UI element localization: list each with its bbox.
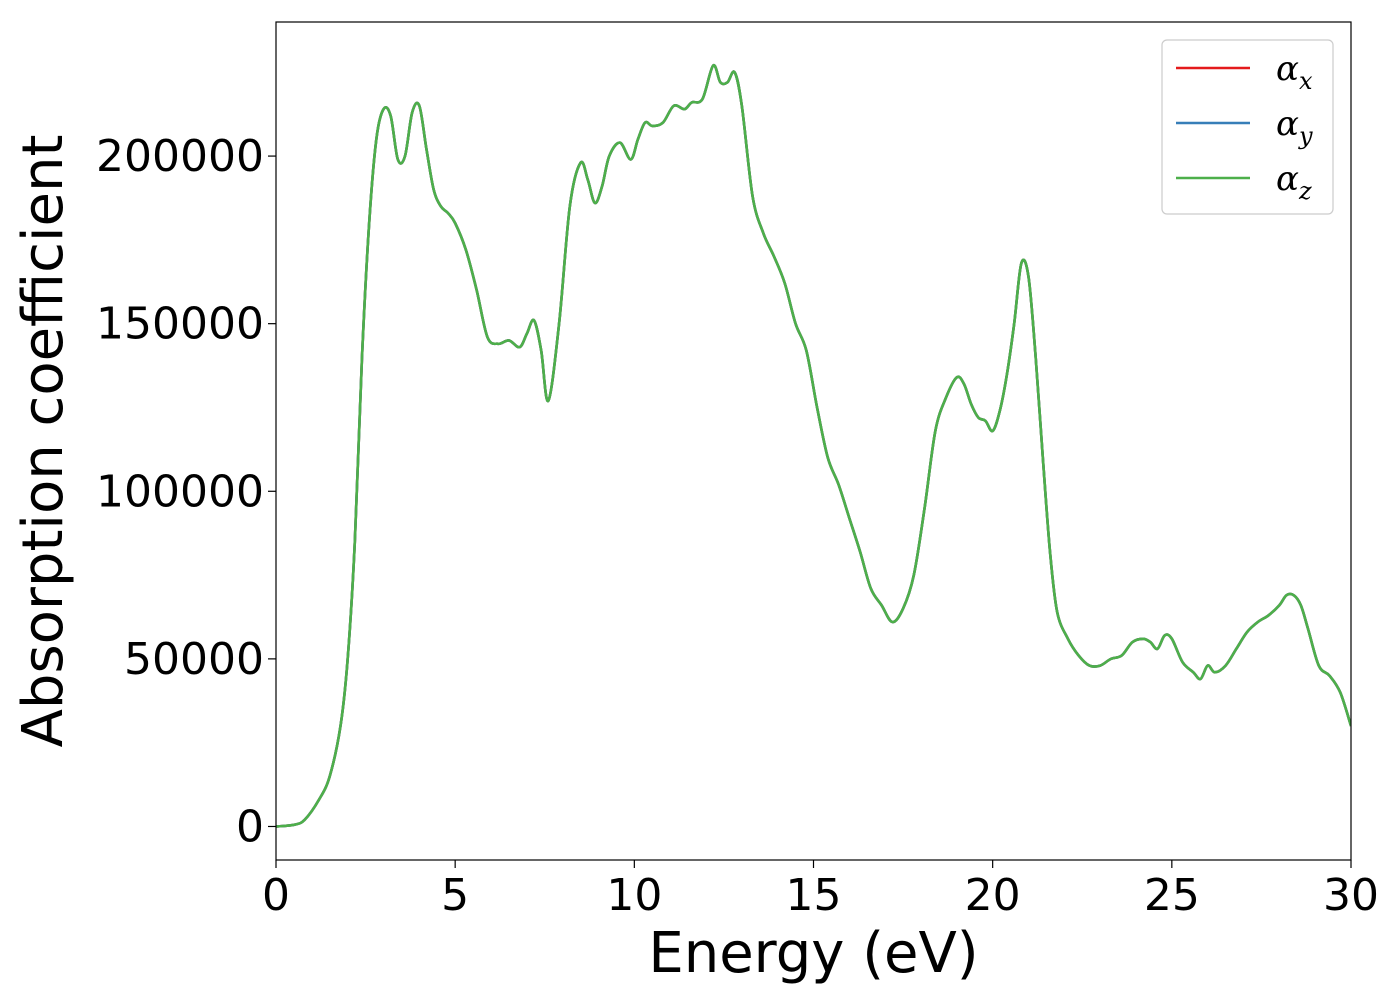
y-tick-label: 200000 [96,131,264,182]
legend-box [1161,39,1334,215]
legend-label: αy [1276,104,1313,150]
series-layer [276,64,1351,828]
legend-label: αx [1276,49,1313,95]
y-tick-label: 50000 [124,634,264,685]
legend: αx αy αz [1161,39,1334,215]
x-tick-label: 25 [1144,870,1200,921]
x-tick-label: 5 [441,870,469,921]
x-axis-label: Energy (eV) [648,921,978,986]
y-tick-label: 0 [236,801,264,852]
x-tick-label: 10 [606,870,662,921]
series-line-z [276,64,1351,828]
y-axis-ticks: 0 50000 100000 150000 200000 [96,131,276,852]
x-tick-label: 30 [1323,870,1379,921]
x-tick-label: 0 [262,870,290,921]
legend-label: αz [1276,159,1312,205]
x-tick-label: 15 [786,870,842,921]
x-tick-label: 20 [965,870,1021,921]
y-tick-label: 150000 [96,299,264,350]
y-axis-label: Absorption coefficient [11,135,76,748]
x-axis-ticks: 0 5 10 15 20 25 30 [262,860,1379,921]
y-tick-label: 100000 [96,466,264,517]
